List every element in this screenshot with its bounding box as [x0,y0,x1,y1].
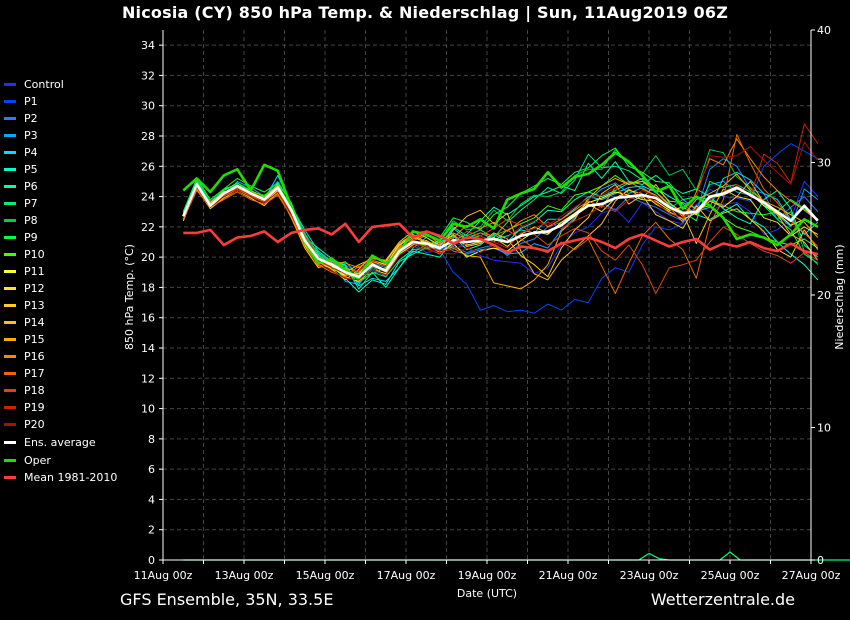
legend-swatch [4,202,16,205]
y2-tick-label: 10 [817,422,831,435]
legend-swatch [4,253,16,256]
y-tick-label: 10 [141,403,155,416]
y-tick-label: 18 [141,281,155,294]
y2-axis-tick-labels: 0 10 20 30 40 [817,24,831,567]
y-tick-label: 8 [148,433,155,446]
legend-label: P7 [24,197,38,210]
legend-label: P16 [24,350,45,363]
legend-swatch [4,185,16,188]
y-tick-label: 6 [148,463,155,476]
chart-title: Nicosia (CY) 850 hPa Temp. & Niederschla… [121,3,729,22]
legend-label: P15 [24,333,45,346]
legend-label: P20 [24,418,45,431]
y2-tick-label: 30 [817,157,831,170]
y-tick-label: 16 [141,312,155,325]
y-tick-label: 4 [148,493,155,506]
y-axis-label: 850 hPa Temp. (°C) [123,244,136,350]
y-tick-label: 12 [141,372,155,385]
y-tick-label: 24 [141,191,155,204]
legend-swatch [4,389,16,392]
y2-tick-label: 40 [817,24,831,37]
legend-swatch [4,117,16,120]
legend-swatch [4,219,16,222]
legend-label: Control [24,78,64,91]
legend-label: P1 [24,95,38,108]
legend-label: P12 [24,282,45,295]
legend-label: Mean 1981-2010 [24,471,118,484]
temperature-series [182,123,819,314]
legend-label: P5 [24,163,38,176]
series-line-p19 [182,123,819,276]
legend-swatch [4,423,16,426]
legend-label: P13 [24,299,45,312]
y-tick-label: 22 [141,221,155,234]
legend-label: P18 [24,384,45,397]
x-axis-label: Date (UTC) [457,587,517,600]
y-tick-label: 32 [141,69,155,82]
x-tick-label: 25Aug 00z [701,569,760,582]
series-line-oper [182,151,819,280]
legend-label: P17 [24,367,45,380]
footer-model-info: GFS Ensemble, 35N, 33.5E [120,590,334,609]
legend-swatch [4,134,16,137]
y-tick-label: 26 [141,160,155,173]
grid [163,30,811,560]
legend-swatch [4,321,16,324]
x-axis-tick-labels: 11Aug 00z 13Aug 00z 15Aug 00z 17Aug 00z 19Au… [134,569,841,582]
x-tick-label: 21Aug 00z [539,569,598,582]
y2-tick-label: 20 [817,289,831,302]
legend-swatch [4,270,16,273]
x-tick-label: 19Aug 00z [458,569,517,582]
legend-swatch [4,476,16,479]
legend-label: P3 [24,129,38,142]
footer-brand: Wetterzentrale.de [650,590,795,609]
legend-swatch [4,440,16,444]
legend-label: P6 [24,180,38,193]
x-tick-label: 23Aug 00z [620,569,679,582]
y-tick-label: 30 [141,100,155,113]
legend-swatch [4,236,16,239]
series-line-p17 [182,134,819,294]
series-line-mean-1981-2010 [183,222,819,256]
y-tick-label: 34 [141,39,155,52]
y-tick-label: 28 [141,130,155,143]
legend-label: Oper [24,454,51,467]
legend-label: P14 [24,316,45,329]
legend-swatch [4,338,16,341]
axes [159,29,815,564]
legend-label: Ens. average [24,435,96,449]
y2-axis-label: Niederschlag (mm) [833,244,846,349]
y2-tick-label: 0 [817,554,824,567]
legend-label: P9 [24,231,38,244]
legend-swatch [4,372,16,375]
series-line-ens-average [182,183,819,279]
legend-swatch [4,168,16,171]
x-tick-label: 11Aug 00z [134,569,193,582]
legend-label: P19 [24,401,45,414]
legend-swatch [4,459,16,462]
legend-swatch [4,304,16,307]
y-tick-label: 0 [148,554,155,567]
x-tick-label: 15Aug 00z [296,569,355,582]
y-tick-label: 14 [141,342,155,355]
legend-swatch [4,100,16,103]
x-tick-label: 17Aug 00z [377,569,436,582]
legend-swatch [4,151,16,154]
legend-swatch [4,406,16,409]
y-tick-label: 2 [148,524,155,537]
y-tick-label: 20 [141,251,155,264]
legend-label: P10 [24,248,45,261]
legend-label: P2 [24,112,38,125]
x-tick-label: 27Aug 00z [782,569,841,582]
legend-label: P11 [24,265,45,278]
x-tick-label: 13Aug 00z [215,569,274,582]
legend-label: P8 [24,214,38,227]
legend-swatch [4,355,16,358]
legend-swatch [4,83,16,86]
legend-label: P4 [24,146,38,159]
legend-swatch [4,287,16,290]
